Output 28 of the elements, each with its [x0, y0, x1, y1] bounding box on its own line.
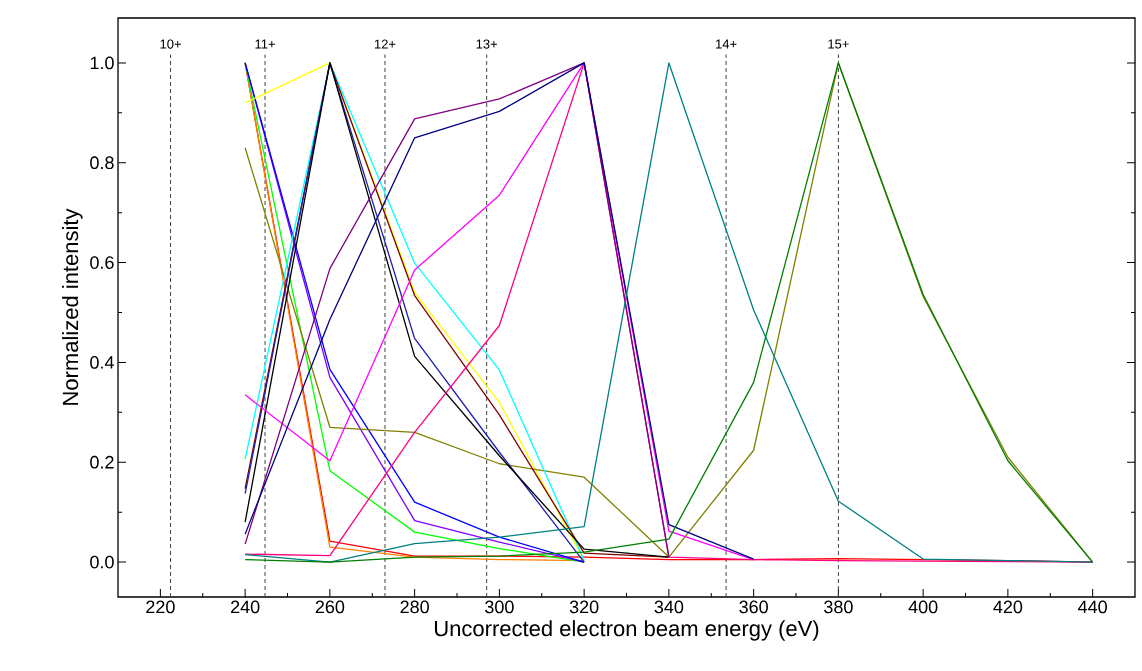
x-tick-label: 320: [569, 600, 599, 614]
annotation: 11+: [255, 39, 275, 49]
y-tick-label: 0.8: [90, 156, 114, 170]
annotation: 12+: [374, 39, 396, 49]
x-tick-label: 380: [824, 600, 853, 614]
y-tick-label: 0.0: [90, 555, 114, 569]
x-tick-label: 280: [400, 600, 429, 614]
annotation: 10+: [160, 39, 181, 49]
annotation: 14+: [716, 39, 737, 49]
x-tick-label: 240: [231, 600, 260, 614]
x-tick-label: 440: [1078, 600, 1107, 614]
x-tick-label: 360: [739, 600, 768, 614]
x-tick-label: 400: [908, 600, 938, 614]
x-tick-label: 420: [993, 600, 1023, 614]
y-tick-label: 1.0: [90, 56, 114, 70]
line-series: [244, 62, 1094, 563]
x-tick-label: 260: [315, 600, 345, 614]
y-tick-label: 0.4: [90, 356, 114, 369]
y-tick-label: 0.6: [90, 256, 114, 269]
x-tick-label: 300: [485, 600, 514, 614]
x-tick-label: 340: [654, 600, 684, 614]
x-tick-label: 220: [146, 600, 175, 614]
annotation: 13+: [476, 39, 498, 49]
y-axis-title: Normalized intensity: [62, 208, 83, 405]
y-tick-label: 0.2: [90, 455, 114, 469]
line-series: [244, 62, 670, 558]
x-axis-title: Uncorrected electron beam energy (eV): [434, 620, 819, 641]
annotation: 15+: [828, 39, 849, 49]
